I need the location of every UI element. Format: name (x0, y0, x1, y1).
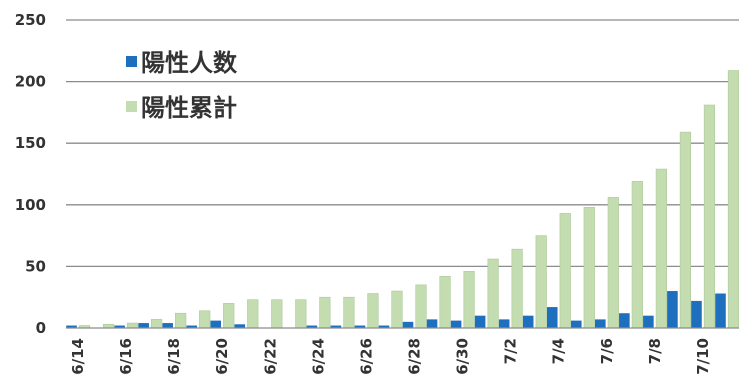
x-tick-label-6-18: 6/18 (165, 338, 183, 375)
bar-positive-count-7-2 (498, 319, 510, 328)
x-tick-label-7-4: 7/4 (550, 338, 568, 364)
x-tick-label-7-10: 7/10 (694, 338, 712, 375)
bars (66, 70, 739, 329)
bar-positive-count-6-25 (330, 325, 342, 328)
bar-positive-total-6-28 (415, 284, 427, 329)
bar-positive-count-7-6 (595, 319, 606, 328)
bar-positive-total-7-10 (703, 104, 716, 329)
x-tick-label-6-30: 6/30 (454, 338, 472, 375)
bar-positive-count-6-26 (354, 325, 366, 328)
grid-lines (66, 19, 739, 268)
bar-positive-total-7-9 (679, 131, 692, 329)
bar-positive-total-6-30 (463, 271, 475, 329)
bar-positive-total-7-11 (727, 70, 739, 329)
x-tick-label-6-14: 6/14 (69, 338, 87, 375)
bar-positive-total-7-6 (607, 197, 619, 329)
legend-label-positive-total: 陽性累計 (141, 94, 237, 122)
x-tick-label-6-26: 6/26 (357, 338, 375, 375)
legend: 陽性人数 陽性累計 (126, 49, 238, 122)
y-tick-label-0: 0 (36, 319, 46, 337)
bar-positive-count-6-16 (114, 325, 125, 328)
bar-positive-count-6-19 (186, 325, 197, 328)
bar-positive-total-7-1 (487, 258, 499, 329)
bar-positive-count-7-11 (715, 293, 726, 328)
bar-positive-count-6-24 (306, 325, 318, 328)
x-tick-label-6-28: 6/28 (406, 338, 424, 375)
bar-positive-count-7-4 (546, 307, 558, 328)
y-tick-label-250: 250 (15, 11, 46, 29)
bar-positive-total-6-21 (247, 299, 259, 329)
legend-swatch-positive-count (126, 56, 137, 67)
bar-positive-total-6-16 (126, 322, 139, 329)
bar-positive-total-7-8 (655, 168, 667, 329)
y-tick-label-100: 100 (15, 196, 46, 214)
bar-positive-total-6-26 (367, 293, 379, 329)
bar-positive-total-6-23 (295, 299, 307, 329)
bar-positive-count-6-14 (66, 325, 77, 328)
bar-positive-count-7-5 (570, 320, 582, 328)
bar-positive-count-6-29 (426, 319, 438, 328)
bar-positive-count-7-9 (667, 291, 678, 328)
x-tick-label-7-6: 7/6 (598, 338, 616, 364)
x-tick-label-7-2: 7/2 (502, 338, 520, 364)
x-tick-label-6-22: 6/22 (261, 338, 279, 375)
x-tick-label-7-8: 7/8 (646, 338, 664, 364)
bar-positive-total-7-3 (535, 235, 547, 329)
bar-positive-count-7-3 (522, 315, 534, 328)
bar-positive-total-6-29 (439, 275, 451, 329)
bar-positive-count-7-7 (619, 313, 630, 328)
x-tick-label-6-20: 6/20 (213, 338, 231, 375)
bar-positive-total-6-24 (319, 296, 331, 329)
bar-positive-count-7-8 (643, 315, 654, 328)
y-tick-label-150: 150 (15, 134, 46, 152)
bar-positive-total-7-5 (583, 206, 595, 329)
y-axis-ticks: 0 50 100 150 200 250 (15, 11, 46, 337)
bar-positive-count-6-17 (138, 323, 149, 328)
x-tick-label-6-16: 6/16 (117, 338, 135, 375)
y-tick-label-200: 200 (15, 73, 46, 91)
bar-positive-count-6-20 (210, 320, 222, 328)
bar-positive-total-6-27 (391, 290, 403, 329)
bar-positive-count-6-21 (234, 324, 246, 328)
bar-positive-total-6-25 (343, 296, 355, 329)
legend-label-positive-count: 陽性人数 (141, 49, 238, 77)
x-tick-label-6-24: 6/24 (309, 338, 327, 375)
bar-positive-total-6-22 (271, 299, 283, 329)
bar-positive-count-6-27 (378, 325, 390, 328)
bar-positive-total-6-20 (223, 303, 235, 329)
bar-positive-total-6-17 (151, 319, 163, 329)
bar-positive-count-7-1 (474, 315, 486, 328)
legend-swatch-positive-total (126, 101, 137, 112)
bar-positive-count-7-10 (691, 300, 702, 328)
bar-positive-total-6-19 (199, 310, 211, 329)
bar-positive-count-6-18 (162, 323, 173, 328)
y-tick-label-50: 50 (25, 257, 46, 275)
bar-positive-count-6-28 (402, 321, 414, 328)
x-axis-ticks: 6/14 6/16 6/18 6/20 6/22 6/24 6/26 6/28 6/30 7/2 7… (69, 338, 712, 375)
bar-positive-total-7-4 (559, 213, 571, 329)
bar-positive-total-6-18 (175, 312, 187, 329)
bar-positive-count-6-30 (450, 320, 462, 328)
bar-positive-total-7-2 (511, 248, 523, 329)
bar-positive-total-7-7 (631, 181, 643, 329)
